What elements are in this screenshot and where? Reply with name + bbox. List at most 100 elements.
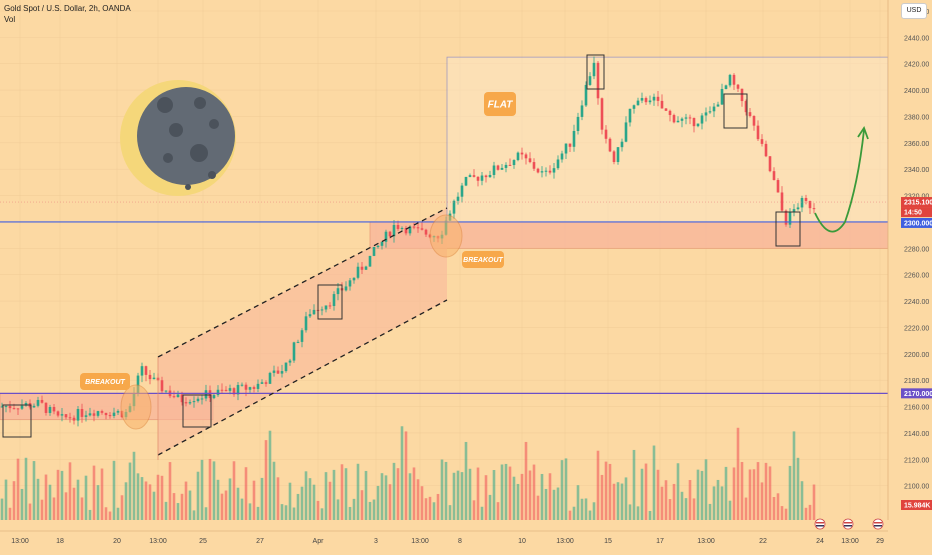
time-axis[interactable]: 13:00 18 20 13:00 25 27 Apr 3 13:00 8 10 13:00 15 17 1…: [0, 518, 888, 545]
volume-bar: [52, 497, 56, 520]
volume-bar: [568, 510, 572, 520]
event-flag-stripe: [816, 522, 824, 524]
volume-bar: [796, 457, 800, 520]
volume-bar: [120, 495, 124, 520]
volume-bar: [160, 475, 164, 520]
candle-body: [808, 200, 812, 209]
candle-body: [108, 415, 112, 417]
candle-body: [532, 162, 536, 169]
price-tick-label: 2360.00: [904, 141, 929, 148]
candle-body: [52, 406, 56, 412]
volume-bar: [372, 499, 376, 520]
candle-body: [252, 387, 256, 389]
moon-crater: [169, 123, 183, 137]
candle-body: [472, 175, 476, 177]
volume-bar: [144, 481, 148, 520]
candle-body: [584, 84, 588, 106]
volume-bar: [328, 481, 332, 520]
volume-bar: [704, 459, 708, 520]
event-flag-stripe: [816, 525, 824, 527]
countdown-tag: 14:50: [901, 207, 932, 218]
candle-body: [84, 415, 88, 417]
candle-body: [364, 266, 368, 270]
candle-body: [492, 165, 496, 175]
currency-button[interactable]: USD: [901, 3, 927, 19]
volume-bar: [772, 497, 776, 520]
candle-body: [312, 309, 316, 315]
candle-body: [188, 402, 192, 404]
price-tick-label: 2200.00: [904, 352, 929, 359]
volume-bar: [492, 470, 496, 520]
volume-bar: [100, 468, 104, 520]
countdown-tag-bg: [901, 207, 932, 218]
volume-bar: [448, 505, 452, 520]
candle-body: [268, 372, 272, 384]
candle-body: [344, 286, 348, 291]
candle-body: [612, 151, 616, 163]
volume-bar: [176, 503, 180, 520]
volume-bar: [340, 464, 344, 520]
volume-bar: [344, 468, 348, 520]
candle-body: [608, 138, 612, 152]
volume-bar: [296, 493, 300, 520]
symbol-title[interactable]: Gold Spot / U.S. Dollar, 2h, OANDA: [4, 4, 131, 13]
candle-body: [516, 152, 520, 161]
moon-crater: [208, 171, 216, 179]
volume-bar: [64, 492, 68, 520]
volume-bar: [312, 484, 316, 520]
candle-body: [596, 62, 600, 99]
volume-bar: [48, 484, 52, 520]
volume-bar: [260, 477, 264, 520]
volume-bar: [500, 464, 504, 520]
candle-body: [452, 200, 456, 214]
volume-bar: [380, 473, 384, 520]
volume-bar: [96, 485, 100, 520]
price-tick-label: 2440.00: [904, 35, 929, 42]
candle-body: [160, 380, 164, 392]
volume-bar: [72, 487, 76, 520]
volume-bar: [584, 498, 588, 520]
volume-bar: [708, 503, 712, 520]
candle-body: [636, 100, 640, 106]
candle-body: [456, 196, 460, 201]
candle-body: [476, 176, 480, 181]
volume-bar: [200, 459, 204, 520]
candle-body: [372, 247, 376, 256]
price-tick-label: 2220.00: [904, 325, 929, 332]
volume-bar: [792, 431, 796, 520]
candle-body: [324, 305, 328, 310]
volume-bar: [752, 469, 756, 520]
moon-crater: [194, 97, 206, 109]
time-tick-label: 13:00: [411, 538, 429, 545]
candle-body: [404, 227, 408, 234]
volume-bar: [744, 497, 748, 520]
volume-bar: [316, 500, 320, 520]
time-tick-label: 3: [374, 538, 378, 545]
candle-body: [396, 225, 400, 229]
volume-bar: [636, 506, 640, 520]
breakout-label-1: BREAKOUT: [80, 373, 130, 390]
candle-body: [288, 360, 292, 363]
candle-body: [408, 226, 412, 234]
candle-body: [736, 84, 740, 89]
candle-body: [96, 411, 100, 416]
candle-body: [544, 170, 548, 172]
price-axis[interactable]: 2100.00 2120.00 2140.00 2160.00 2180.00 2200.…: [887, 0, 932, 550]
volume-bar: [484, 475, 488, 520]
volume-bar: [60, 470, 64, 520]
candle-body: [204, 390, 208, 399]
candle-body: [24, 402, 28, 406]
volume-indicator-label[interactable]: Vol: [4, 15, 16, 24]
candle-body: [184, 402, 188, 404]
volume-bar: [672, 483, 676, 520]
volume-bar: [528, 470, 532, 520]
candle-body: [68, 417, 72, 419]
volume-tag: 15.984K: [901, 500, 932, 510]
candle-body: [376, 245, 380, 248]
volume-bar: [496, 502, 500, 520]
volume-bar: [124, 482, 128, 520]
level-tag-low-bg: [901, 388, 932, 399]
candle-body: [76, 408, 80, 421]
